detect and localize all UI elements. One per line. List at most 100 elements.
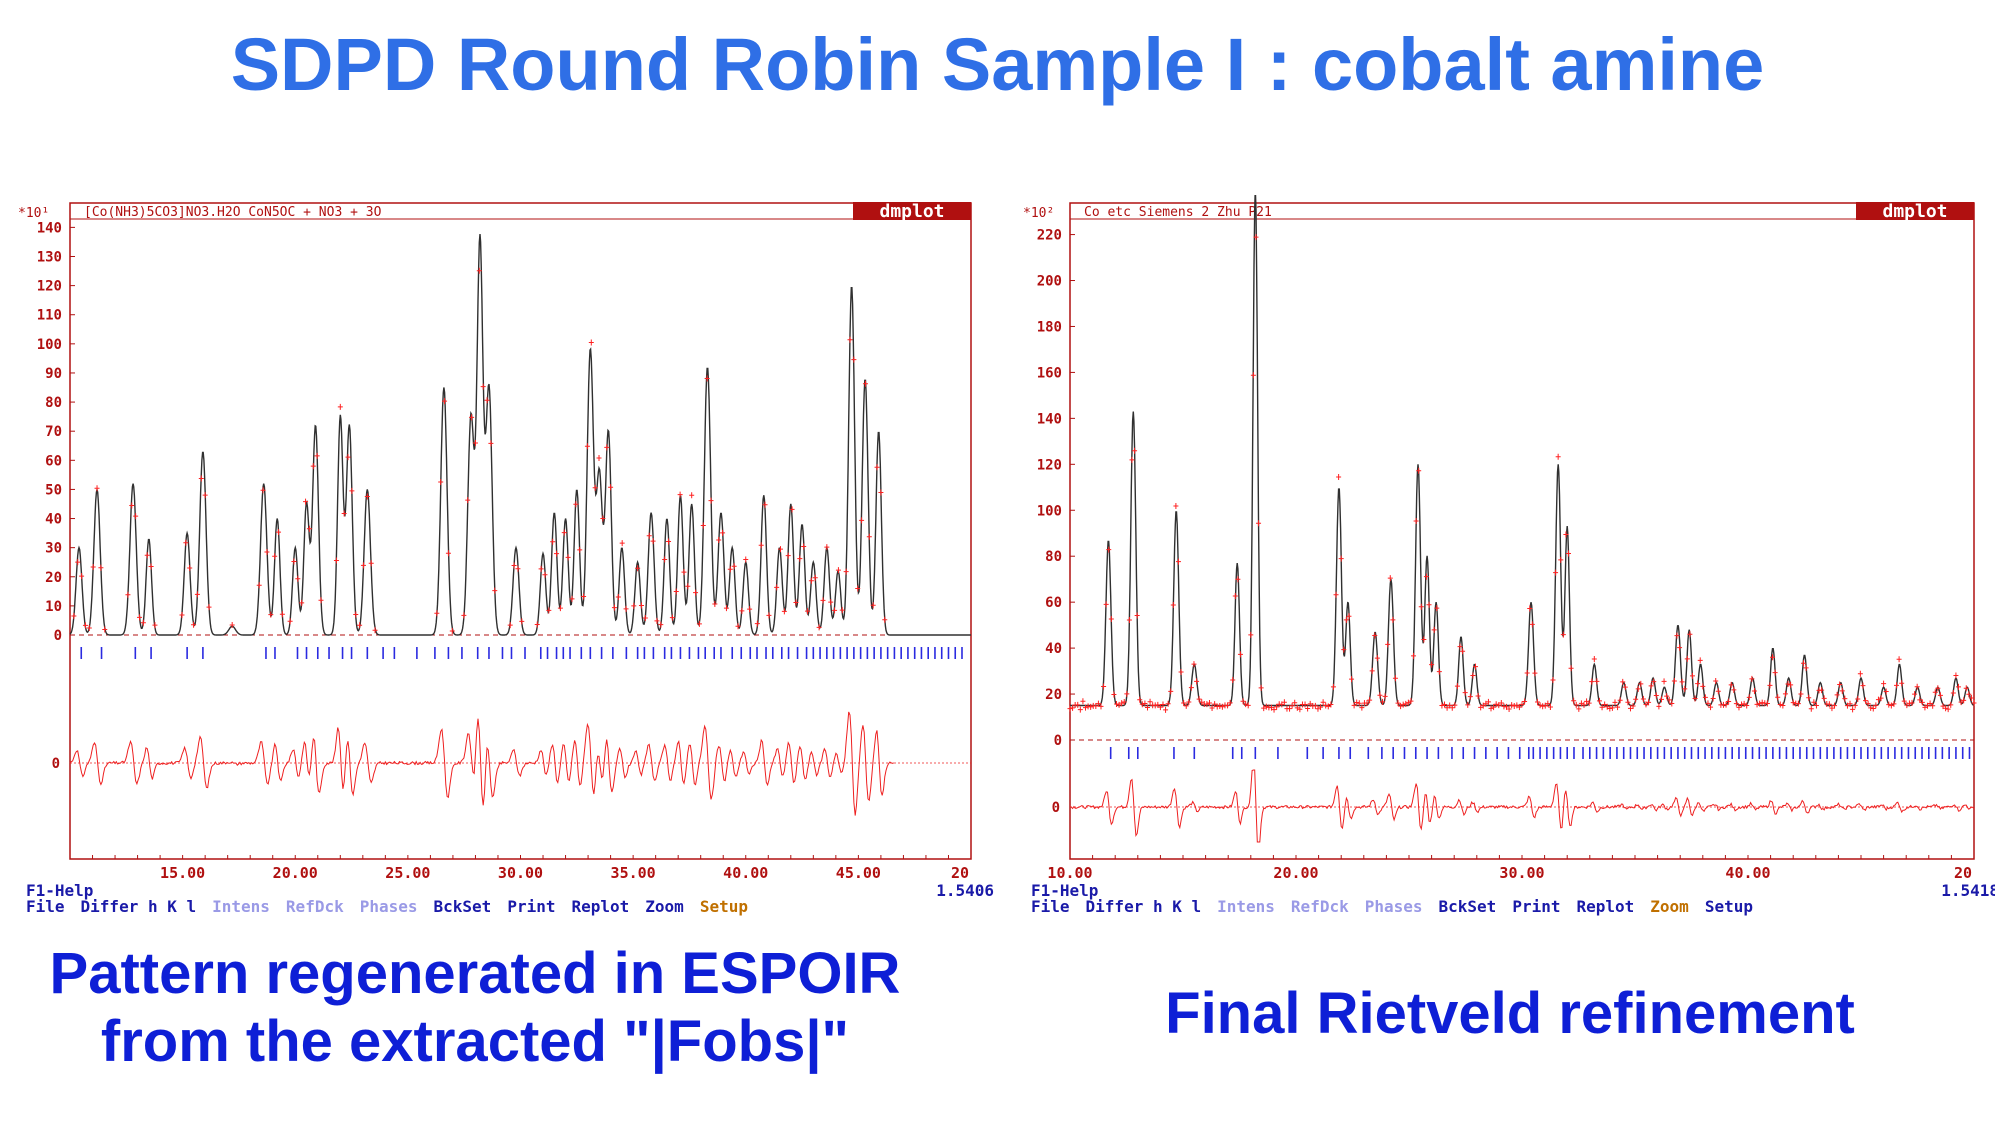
observed-point — [712, 601, 718, 608]
observed-point — [75, 559, 81, 566]
observed-point — [1305, 705, 1311, 712]
observed-point — [1586, 700, 1592, 707]
menu-item-phases[interactable]: Phases — [1364, 897, 1423, 916]
observed-point — [133, 513, 139, 520]
observed-point — [1175, 558, 1181, 565]
observed-point — [662, 556, 668, 563]
menu-item-zoom[interactable]: Zoom — [1650, 897, 1689, 916]
observed-point — [1669, 700, 1675, 707]
help-label[interactable]: F1-Help — [1031, 881, 1099, 900]
menu-item-file[interactable]: File — [26, 897, 65, 916]
observed-point — [1713, 677, 1719, 684]
menu-item-refdck[interactable]: RefDck — [285, 897, 344, 916]
y-tick-label: 40 — [1045, 641, 1062, 657]
observed-point — [206, 604, 212, 611]
observed-point — [1385, 641, 1391, 648]
observed-point — [1919, 699, 1925, 706]
observed-point — [1323, 702, 1329, 709]
observed-point — [1434, 605, 1440, 612]
observed-point — [1261, 705, 1267, 712]
observed-point — [364, 493, 370, 500]
menu-item-phases[interactable]: Phases — [359, 897, 418, 916]
observed-point — [1630, 703, 1636, 710]
observed-point — [1881, 680, 1887, 687]
caption-left-line2: from the extracted "|Fobs|" — [100, 1009, 850, 1074]
observed-point — [1088, 703, 1094, 710]
observed-point — [1519, 701, 1525, 708]
observed-point — [1240, 698, 1246, 705]
menu-item-setup[interactable]: Setup — [1704, 897, 1753, 916]
observed-point — [793, 599, 799, 606]
menu-item-zoom[interactable]: Zoom — [645, 897, 684, 916]
menu-item-bckset[interactable]: BckSet — [1438, 897, 1497, 916]
observed-point — [1416, 467, 1422, 474]
observed-point — [1139, 701, 1145, 708]
menu-item-print[interactable]: Print — [507, 897, 556, 916]
observed-point — [1271, 706, 1277, 713]
y-tick-label: 200 — [1037, 274, 1062, 290]
menu-item-intens[interactable]: Intens — [1217, 897, 1275, 916]
observed-point — [1940, 703, 1946, 710]
observed-point — [1609, 704, 1615, 711]
observed-point — [1367, 697, 1373, 704]
observed-point — [1627, 705, 1633, 712]
observed-point — [1788, 681, 1794, 688]
observed-point — [1664, 693, 1670, 700]
observed-point — [1111, 691, 1117, 698]
observed-point — [1509, 702, 1515, 709]
observed-point — [137, 614, 143, 621]
observed-point — [310, 463, 316, 470]
observed-point — [1183, 702, 1189, 709]
observed-point — [1341, 646, 1347, 653]
menu-item-setup[interactable]: Setup — [699, 897, 748, 916]
menu-item-differ-h-k-l[interactable]: Differ h K l — [80, 897, 197, 916]
observed-point — [747, 606, 753, 613]
observed-point — [1248, 631, 1254, 638]
observed-point — [1615, 704, 1621, 711]
observed-point — [677, 491, 683, 498]
observed-point — [1413, 518, 1419, 525]
observed-point — [1411, 652, 1417, 659]
menu-item-refdck[interactable]: RefDck — [1290, 897, 1349, 916]
menu-item-intens[interactable]: Intens — [212, 897, 270, 916]
observed-point — [1274, 703, 1280, 710]
observed-point — [318, 597, 324, 604]
observed-point — [1225, 702, 1231, 709]
observed-point — [1689, 672, 1695, 679]
observed-point — [152, 622, 158, 629]
menu-item-replot[interactable]: Replot — [571, 897, 630, 916]
menu-item-differ-h-k-l[interactable]: Differ h K l — [1085, 897, 1202, 916]
observed-point — [71, 613, 77, 620]
observed-point — [79, 573, 85, 580]
menu-item-bckset[interactable]: BckSet — [433, 897, 492, 916]
observed-point — [1178, 668, 1184, 675]
observed-point — [469, 414, 475, 421]
observed-point — [1832, 702, 1838, 709]
scale-label: *10² — [1023, 206, 1054, 221]
observed-point — [198, 475, 204, 482]
observed-point — [1511, 703, 1517, 710]
observed-point — [557, 605, 563, 612]
menu-item-file[interactable]: File — [1031, 897, 1070, 916]
observed-point — [1558, 556, 1564, 563]
observed-point — [1625, 699, 1631, 706]
observed-point — [1258, 684, 1264, 691]
observed-point — [1565, 550, 1571, 557]
observed-point — [704, 375, 710, 382]
observed-point — [754, 620, 760, 627]
observed-point — [144, 552, 150, 559]
observed-point — [1899, 680, 1905, 687]
menu-item-replot[interactable]: Replot — [1576, 897, 1635, 916]
menu-item-print[interactable]: Print — [1512, 897, 1561, 916]
observed-point — [1439, 702, 1445, 709]
observed-point — [1449, 704, 1455, 711]
observed-point — [1963, 685, 1969, 692]
observed-point — [646, 532, 652, 539]
observed-point — [1640, 696, 1646, 703]
observed-point — [1506, 706, 1512, 713]
observed-point — [1937, 692, 1943, 699]
help-label[interactable]: F1-Help — [26, 881, 94, 900]
observed-point — [148, 563, 154, 570]
observed-point — [1834, 691, 1840, 698]
observed-point — [797, 555, 803, 562]
